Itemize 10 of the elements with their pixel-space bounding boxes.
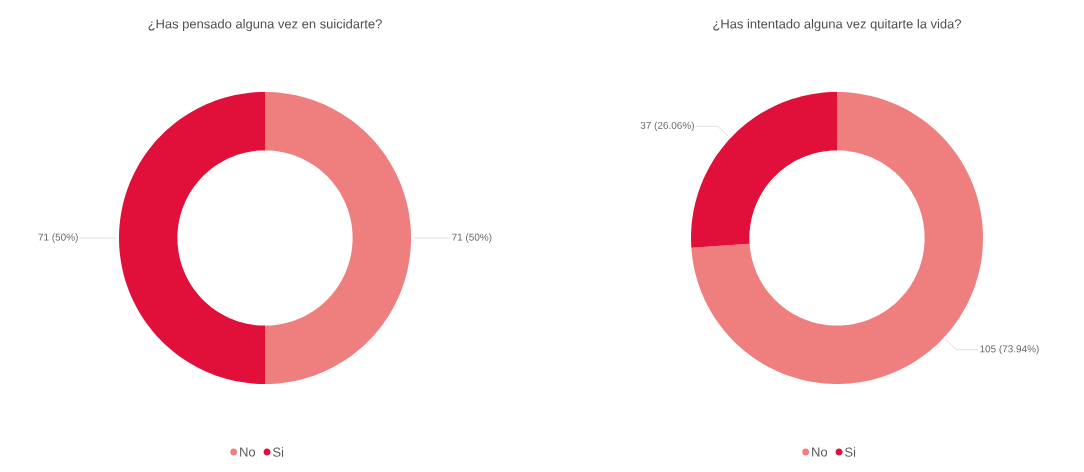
data-label: 71 (50%) [38,233,78,243]
chart-title: ¿Has pensado alguna vez en suicidarte? [148,18,382,32]
legend-label: No [812,447,828,457]
data-label: 105 (73.94%) [980,345,1039,355]
legend-label: Si [273,447,284,457]
legend-label: No [240,447,256,457]
data-label: 37 (26.06%) [640,121,694,131]
legend-label: Si [845,447,856,457]
chart-title: ¿Has intentado alguna vez quitarte la vida? [713,18,962,32]
data-label: 71 (50%) [452,233,492,243]
